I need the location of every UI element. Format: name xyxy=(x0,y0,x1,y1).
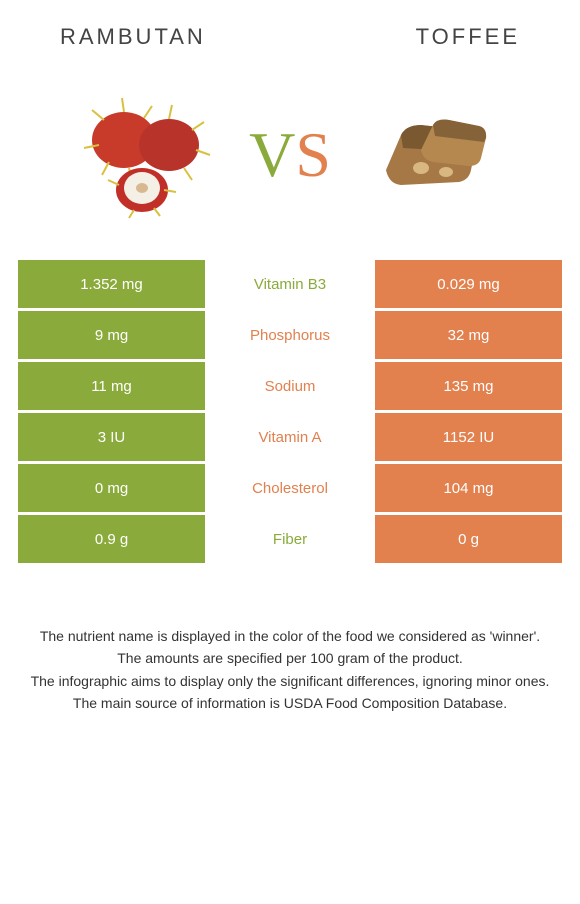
vs-row: V S xyxy=(0,60,580,260)
table-row: 0 mg Cholesterol 104 mg xyxy=(18,464,562,512)
nutrient-name: Sodium xyxy=(205,362,375,410)
nutrient-name: Vitamin A xyxy=(205,413,375,461)
table-row: 0.9 g Fiber 0 g xyxy=(18,515,562,563)
nutrient-table: 1.352 mg Vitamin B3 0.029 mg 9 mg Phosph… xyxy=(0,260,580,563)
nutrient-name: Cholesterol xyxy=(205,464,375,512)
vs-v: V xyxy=(249,118,295,192)
left-value: 9 mg xyxy=(18,311,205,359)
rambutan-image xyxy=(74,90,229,220)
vs-s: S xyxy=(295,118,331,192)
title-left: RAMBUTAN xyxy=(60,24,206,50)
footer-line: The nutrient name is displayed in the co… xyxy=(20,626,560,646)
footer-notes: The nutrient name is displayed in the co… xyxy=(0,566,580,713)
right-value: 32 mg xyxy=(375,311,562,359)
title-right: TOFFEE xyxy=(416,24,520,50)
right-value: 1152 IU xyxy=(375,413,562,461)
nutrient-name: Phosphorus xyxy=(205,311,375,359)
right-value: 0.029 mg xyxy=(375,260,562,308)
table-row: 1.352 mg Vitamin B3 0.029 mg xyxy=(18,260,562,308)
left-value: 11 mg xyxy=(18,362,205,410)
footer-line: The main source of information is USDA F… xyxy=(20,693,560,713)
footer-line: The infographic aims to display only the… xyxy=(20,671,560,691)
right-value: 104 mg xyxy=(375,464,562,512)
nutrient-name: Fiber xyxy=(205,515,375,563)
footer-line: The amounts are specified per 100 gram o… xyxy=(20,648,560,668)
right-value: 0 g xyxy=(375,515,562,563)
left-value: 3 IU xyxy=(18,413,205,461)
table-row: 3 IU Vitamin A 1152 IU xyxy=(18,413,562,461)
header: RAMBUTAN TOFFEE xyxy=(0,0,580,60)
table-row: 9 mg Phosphorus 32 mg xyxy=(18,311,562,359)
left-value: 0 mg xyxy=(18,464,205,512)
nutrient-name: Vitamin B3 xyxy=(205,260,375,308)
toffee-image xyxy=(351,90,506,220)
table-row: 11 mg Sodium 135 mg xyxy=(18,362,562,410)
left-value: 1.352 mg xyxy=(18,260,205,308)
vs-label: V S xyxy=(249,118,331,192)
left-value: 0.9 g xyxy=(18,515,205,563)
right-value: 135 mg xyxy=(375,362,562,410)
